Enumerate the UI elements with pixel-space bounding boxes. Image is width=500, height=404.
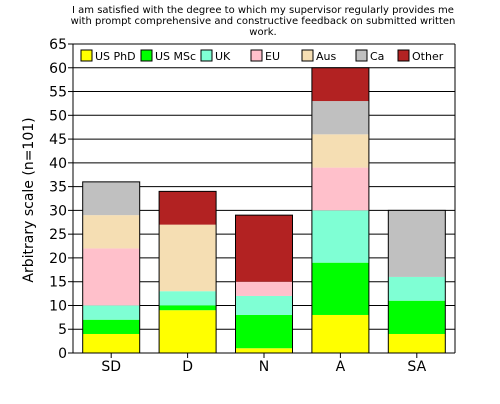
axes: 0 5 10 15 20 25 30 35 40 45 50 55 60 65 SD D N A SA <box>49 37 456 375</box>
legend-swatch-ca <box>355 49 368 62</box>
bar-segment-n-eu <box>235 281 293 296</box>
legend-swatch-us-phd <box>80 49 93 62</box>
y-tick-label: 0 <box>58 346 67 362</box>
y-tick-label: 25 <box>49 227 67 243</box>
legend-label-uk: UK <box>215 50 231 63</box>
legend-swatch-us-msc <box>140 49 153 62</box>
y-tick-label: 35 <box>49 180 67 196</box>
legend-label-aus: Aus <box>316 50 336 63</box>
bar-segment-a-aus <box>311 134 369 168</box>
y-tick-label: 20 <box>49 251 67 267</box>
bar-segment-a-ca <box>311 101 369 135</box>
bars <box>82 67 446 354</box>
y-tick-label: 60 <box>49 61 67 77</box>
x-tick-label: D <box>182 359 193 375</box>
legend-label-us-phd: US PhD <box>95 50 136 63</box>
bar-segment-a-us-phd <box>311 314 369 353</box>
bar-segment-sd-uk <box>82 305 140 320</box>
bar-segment-a-us-msc <box>311 262 369 315</box>
bar-segment-sd-us-phd <box>82 333 140 353</box>
bar-segment-d-us-msc <box>159 305 217 311</box>
bar-segment-sd-us-msc <box>82 319 140 334</box>
y-tick-label: 45 <box>49 132 67 148</box>
bar-segment-n-us-phd <box>235 348 293 353</box>
legend-swatch-uk <box>200 49 213 62</box>
legend-swatch-aus <box>301 49 314 62</box>
chart-title: I am satisfied with the degree to which … <box>71 5 456 38</box>
y-tick-label: 40 <box>49 156 67 172</box>
y-tick-label: 5 <box>58 322 67 338</box>
y-tick-label: 50 <box>49 108 67 124</box>
x-tick-label: SA <box>407 359 426 375</box>
chart-title-line-1: I am satisfied with the degree to which … <box>72 5 454 16</box>
bar-segment-sa-uk <box>388 276 446 301</box>
chart-title-line-3: work. <box>249 27 276 38</box>
bar-segment-d-us-phd <box>159 310 217 353</box>
bar-segment-n-uk <box>235 295 293 315</box>
y-tick-label: 15 <box>49 275 67 291</box>
bar-segment-a-other <box>311 67 369 102</box>
bar-segment-sa-us-msc <box>388 300 446 334</box>
legend-label-us-msc: US MSc <box>155 50 196 63</box>
bar-segment-sa-us-phd <box>388 333 446 353</box>
bar-segment-sd-eu <box>82 248 140 306</box>
legend-swatch-eu <box>250 49 263 62</box>
y-tick-label: 55 <box>49 85 67 101</box>
chart-title-line-2: with prompt comprehensive and constructi… <box>71 16 456 27</box>
bar-segment-d-other <box>159 191 217 225</box>
x-tick-label: SD <box>101 359 121 375</box>
legend-swatch-other <box>397 49 410 62</box>
legend-label-other: Other <box>412 50 444 63</box>
bar-segment-n-us-msc <box>235 314 293 349</box>
bar-segment-d-aus <box>159 224 217 292</box>
bar-segment-a-eu <box>311 167 369 211</box>
y-tick-label: 65 <box>49 37 67 53</box>
x-tick-label: N <box>259 359 269 375</box>
bar-segment-sd-ca <box>82 181 140 216</box>
bar-segment-d-uk <box>159 291 217 306</box>
bar-segment-sa-ca <box>388 210 446 277</box>
y-axis-title: Arbitrary scale (n=101) <box>21 117 37 282</box>
bar-segment-a-uk <box>311 210 369 263</box>
bar-segment-n-other <box>235 215 293 282</box>
x-tick-label: A <box>336 359 346 375</box>
legend: US PhD US MSc UK EU Aus Ca Other <box>80 49 444 63</box>
legend-label-ca: Ca <box>370 50 384 63</box>
y-tick-label: 10 <box>49 298 67 314</box>
y-tick-label: 30 <box>49 203 67 219</box>
bar-segment-sd-aus <box>82 215 140 249</box>
legend-label-eu: EU <box>265 50 280 63</box>
